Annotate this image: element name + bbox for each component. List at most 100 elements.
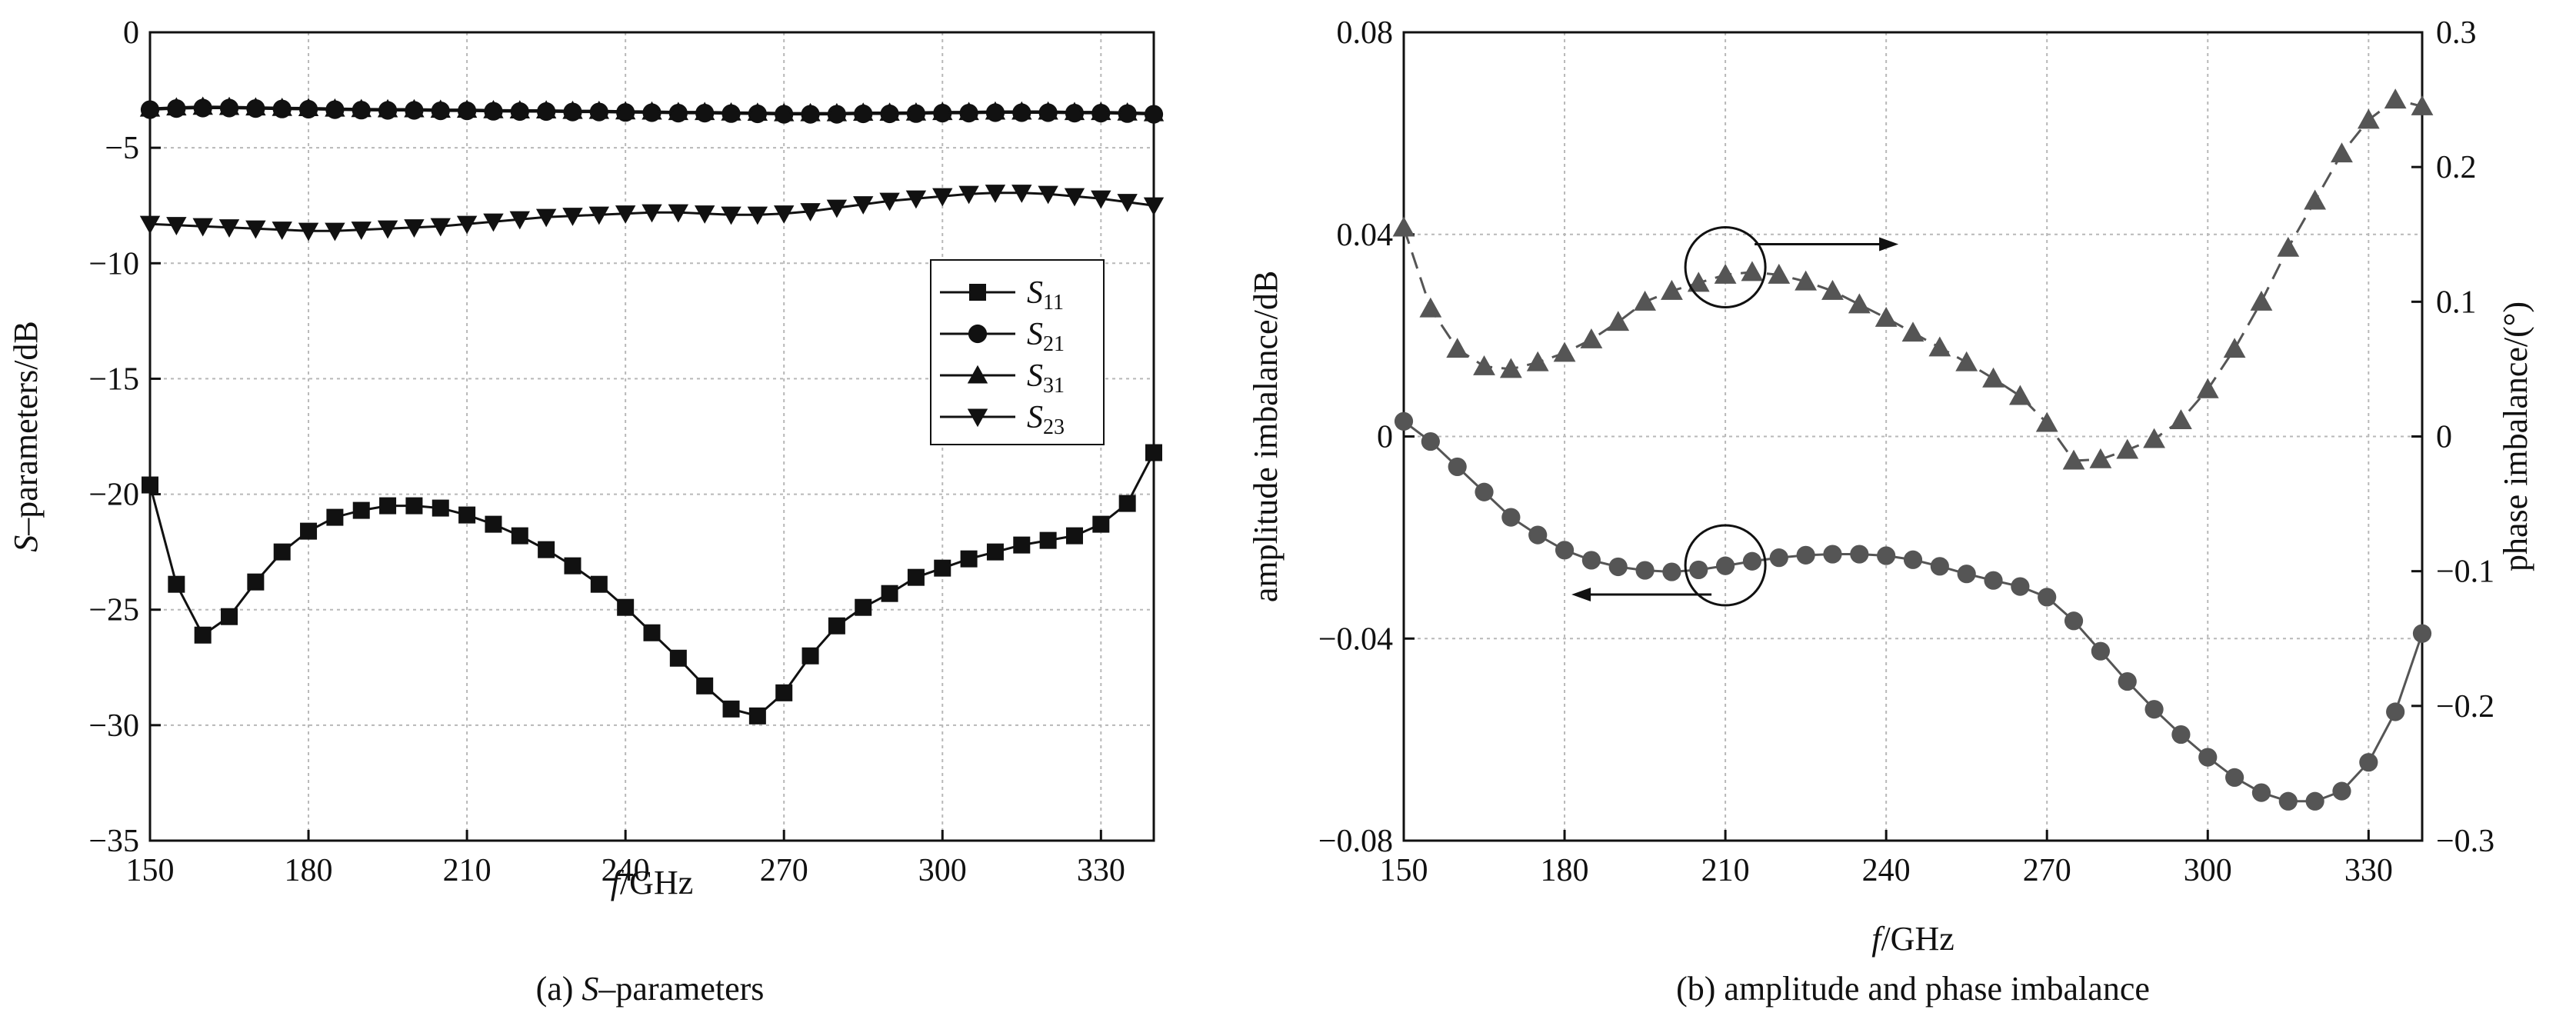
data-point-s23 — [245, 220, 266, 239]
chart-b: 150 180 210 240 270 300 330 0.08 0.04 0 −0.04 −0.08… — [1247, 15, 2534, 1008]
data-point-s23 — [1011, 185, 1032, 203]
data-point-s11 — [379, 497, 397, 515]
x-tick-label: 150 — [1380, 853, 1428, 888]
data-point-s11 — [273, 543, 291, 561]
data-point-s11 — [405, 497, 423, 515]
x-axis-label: f/GHz — [1871, 920, 1954, 958]
series-s31 — [139, 96, 1165, 122]
x-tick-label: 150 — [126, 853, 175, 888]
data-point-right — [1901, 321, 1925, 342]
data-point-s11 — [1065, 527, 1083, 545]
data-point-right — [2062, 449, 2085, 470]
legend-label-sub: 23 — [1043, 415, 1065, 439]
data-point-left — [1903, 550, 1923, 569]
x-axis-label-rest: /GHz — [620, 864, 693, 901]
y-right-tick-label: 0.3 — [2436, 15, 2477, 51]
data-point-right — [1768, 263, 1791, 284]
data-point-s31 — [298, 98, 319, 117]
y-right-axis-label: phase imbalance/(°) — [2497, 301, 2534, 571]
data-point-s23 — [588, 206, 610, 225]
data-point-left — [1501, 508, 1521, 527]
data-point-s31 — [905, 102, 927, 121]
data-point-left — [1555, 541, 1575, 560]
data-point-s11 — [881, 585, 898, 602]
data-point-left — [1662, 562, 1681, 581]
data-point-left — [2064, 611, 2084, 631]
legend-marker — [969, 284, 986, 301]
data-point-s23 — [483, 213, 504, 232]
x-tick-label: 330 — [2344, 853, 2393, 888]
series-line-right — [1402, 98, 2423, 462]
data-point-s23 — [985, 185, 1006, 203]
series-s11 — [142, 444, 1162, 725]
data-point-s11 — [801, 647, 819, 665]
x-tick-label: 210 — [1701, 853, 1750, 888]
data-point-s11 — [168, 575, 185, 593]
plot-frame — [148, 31, 1155, 842]
data-point-s23 — [192, 218, 213, 237]
data-point-s23 — [615, 205, 636, 224]
series-right-axis — [1392, 88, 2434, 470]
data-point-right — [2035, 411, 2058, 432]
data-point-s31 — [377, 98, 398, 118]
data-point-s11 — [564, 557, 582, 575]
x-tick-label: 210 — [443, 853, 492, 888]
data-point-left — [2091, 641, 2110, 661]
legend-marker — [967, 408, 988, 428]
caption-a-prefix: (a) — [536, 970, 582, 1008]
data-point-right — [2223, 338, 2246, 358]
x-tick-label: 270 — [2023, 853, 2071, 888]
data-point-left — [1877, 546, 1896, 565]
legend-label: S31 — [1027, 358, 1065, 398]
y-right-tick-label: 0.2 — [2436, 150, 2477, 185]
data-point-s23 — [958, 185, 979, 205]
data-point-s23 — [800, 203, 821, 222]
data-point-left — [1635, 561, 1655, 580]
data-point-s11 — [1092, 515, 1110, 533]
data-point-s11 — [1039, 531, 1057, 549]
data-point-s11 — [960, 550, 978, 568]
data-point-right — [1634, 290, 1656, 311]
data-point-left — [2225, 768, 2244, 787]
data-point-s23 — [642, 204, 662, 223]
series-line-s11 — [148, 451, 1155, 718]
data-point-s23 — [1091, 190, 1111, 209]
data-point-right — [1553, 341, 1576, 362]
data-point-right — [2196, 378, 2219, 398]
data-point-s31 — [1011, 101, 1032, 120]
data-point-s31 — [985, 101, 1006, 120]
data-point-s31 — [721, 102, 741, 121]
y-left-tick-label: −0.08 — [1318, 824, 1393, 859]
data-point-s11 — [907, 568, 925, 586]
data-point-left — [2118, 671, 2137, 691]
data-point-left — [2171, 725, 2191, 745]
series-s23 — [139, 185, 1165, 242]
legend-label-main: S — [1027, 400, 1043, 435]
data-point-left — [2278, 791, 2298, 811]
annotation-left-arrow — [1571, 524, 1767, 607]
x-axis-label-rest: /GHz — [1881, 920, 1954, 958]
data-point-right — [1446, 338, 1469, 358]
data-point-right — [2357, 108, 2380, 129]
data-point-left — [2038, 588, 2057, 607]
legend-label-main: S — [1027, 317, 1043, 352]
data-point-s23 — [668, 204, 689, 223]
data-point-right — [1473, 355, 1495, 375]
data-point-left — [1742, 551, 1762, 571]
data-point-s31 — [774, 102, 795, 122]
data-point-s23 — [879, 192, 900, 212]
chart-a: 150 180 210 240 270 300 330 0 −5 −10 −15 −20 −25 −30 −… — [7, 15, 1165, 1008]
data-point-right — [1821, 279, 1844, 300]
data-point-s31 — [430, 99, 451, 118]
data-point-s23 — [351, 222, 372, 240]
data-point-right — [1687, 271, 1710, 292]
data-point-right — [2116, 438, 2139, 459]
data-point-right — [1875, 306, 1898, 327]
data-point-right — [1526, 351, 1549, 371]
data-point-s23 — [298, 222, 319, 242]
y-left-tick-label: 0.08 — [1337, 15, 1394, 51]
legend-label-sub: 11 — [1043, 291, 1064, 315]
data-point-left — [1689, 560, 1708, 580]
